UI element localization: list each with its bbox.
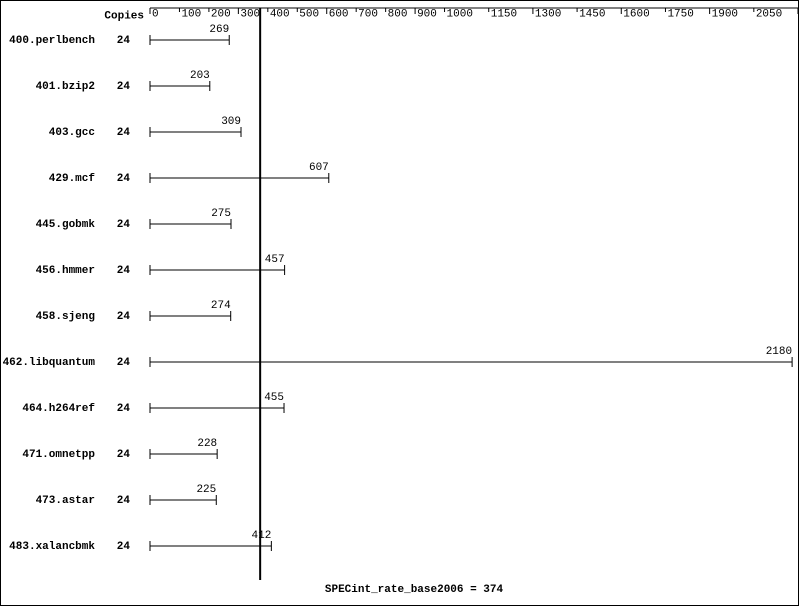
benchmark-name: 403.gcc: [49, 127, 95, 139]
tick-label: 2050: [756, 8, 782, 20]
benchmark-copies: 24: [117, 173, 131, 185]
benchmark-name: 400.perlbench: [9, 35, 95, 47]
benchmark-value: 309: [221, 116, 241, 128]
benchmark-value: 455: [264, 392, 284, 404]
tick-label: 1600: [623, 8, 649, 20]
benchmark-name: 462.libquantum: [3, 357, 96, 369]
tick-label: 1000: [447, 8, 473, 20]
benchmark-name: 483.xalancbmk: [9, 541, 95, 553]
benchmark-copies: 24: [117, 81, 131, 93]
benchmark-name: 464.h264ref: [22, 403, 95, 415]
tick-label: 1300: [535, 8, 561, 20]
benchmark-name: 473.astar: [36, 495, 95, 507]
tick-label: 400: [270, 8, 290, 20]
benchmark-value: 275: [211, 208, 231, 220]
benchmark-copies: 24: [117, 35, 131, 47]
tick-label: 1450: [579, 8, 605, 20]
benchmark-copies: 24: [117, 449, 131, 461]
benchmark-value: 228: [197, 438, 217, 450]
spec-chart: 0300600900130016001900220010020040050070…: [0, 0, 799, 606]
benchmark-name: 429.mcf: [49, 173, 96, 185]
benchmark-name: 458.sjeng: [36, 311, 95, 323]
benchmark-value: 225: [196, 484, 216, 496]
benchmark-copies: 24: [117, 541, 131, 553]
tick-label: 900: [417, 8, 437, 20]
benchmark-value: 607: [309, 162, 329, 174]
tick-label: 1900: [712, 8, 738, 20]
benchmark-name: 471.omnetpp: [22, 449, 95, 461]
copies-header: Copies: [104, 10, 144, 22]
tick-label: 100: [181, 8, 201, 20]
benchmark-copies: 24: [117, 495, 131, 507]
tick-label: 1750: [667, 8, 693, 20]
benchmark-value: 269: [209, 24, 229, 36]
benchmark-value: 412: [252, 530, 272, 542]
tick-label: 600: [329, 8, 349, 20]
benchmark-copies: 24: [117, 265, 131, 277]
benchmark-copies: 24: [117, 357, 131, 369]
benchmark-value: 203: [190, 70, 210, 82]
benchmark-name: 456.hmmer: [36, 265, 95, 277]
benchmark-copies: 24: [117, 403, 131, 415]
benchmark-name: 445.gobmk: [36, 219, 96, 231]
tick-label: 1150: [491, 8, 517, 20]
tick-label: 500: [299, 8, 319, 20]
tick-label: 800: [388, 8, 408, 20]
benchmark-value: 274: [211, 300, 231, 312]
footer-label: SPECint_rate_base2006 = 374: [325, 584, 504, 596]
benchmark-value: 2180: [766, 346, 792, 358]
benchmark-name: 401.bzip2: [36, 81, 95, 93]
benchmark-copies: 24: [117, 311, 131, 323]
benchmark-copies: 24: [117, 219, 131, 231]
benchmark-value: 457: [265, 254, 285, 266]
benchmark-copies: 24: [117, 127, 131, 139]
tick-label: 300: [240, 8, 260, 20]
tick-label: 700: [358, 8, 378, 20]
tick-label: 0: [152, 8, 159, 20]
tick-label: 200: [211, 8, 231, 20]
